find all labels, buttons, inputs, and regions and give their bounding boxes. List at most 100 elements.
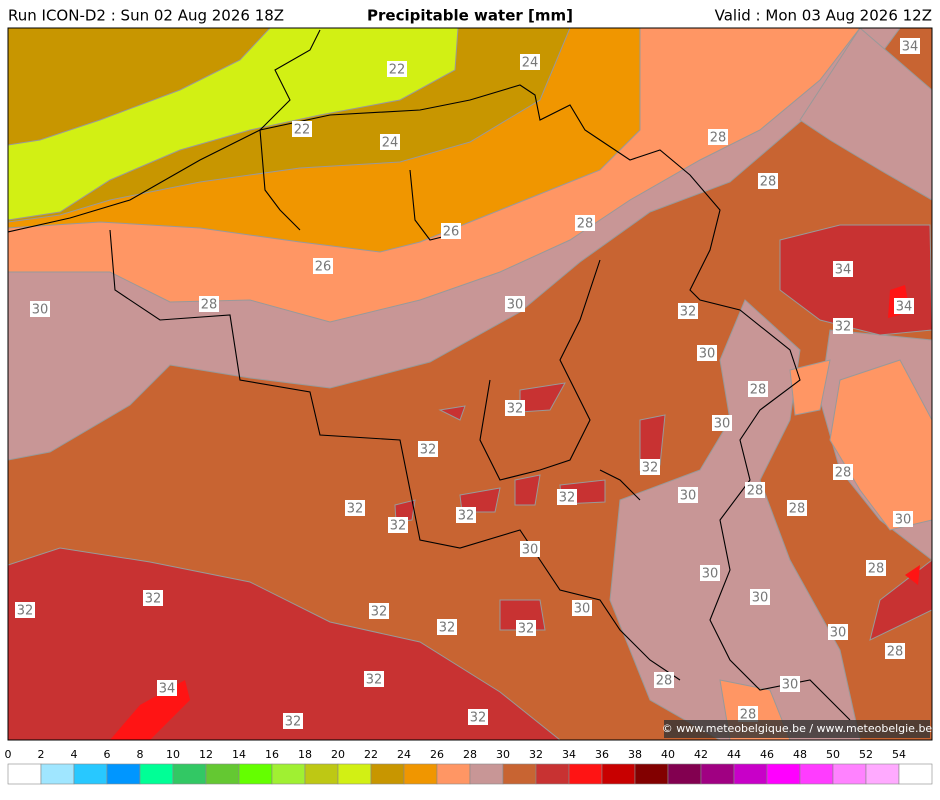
colorbar-tick-label: 14: [232, 748, 246, 761]
contour-label: 32: [285, 715, 302, 730]
contour-label-box: [787, 500, 807, 516]
contour-label-box: [745, 482, 765, 498]
colorbar-box: [700, 763, 735, 785]
colorbar-tick-label: 22: [364, 748, 378, 761]
contour-label: 30: [699, 347, 716, 362]
colorbar-tick-label: 26: [430, 748, 444, 761]
colorbar-tick-label: 54: [892, 748, 906, 761]
contour-label: 34: [896, 300, 913, 315]
colorbar-tick-label: 10: [166, 748, 180, 761]
contour-label: 24: [522, 56, 539, 71]
contour-label: 32: [642, 461, 659, 476]
contour-label-box: [678, 303, 698, 319]
colorbar-tick-label: 2: [38, 748, 45, 761]
contour-label-box: [866, 560, 886, 576]
contour-label-box: [893, 511, 913, 527]
contour-label: 28: [747, 484, 764, 499]
colorbar-tick-label: 40: [661, 748, 675, 761]
contour-label-box: [900, 38, 920, 54]
colorbar-box: [469, 763, 504, 785]
colorbar-box: [733, 763, 768, 785]
colorbar-box: [403, 763, 438, 785]
contour-label: 28: [710, 131, 727, 146]
contour-label: 22: [294, 123, 311, 138]
contour-label: 26: [443, 225, 460, 240]
map-frame: [7, 27, 933, 741]
contour-label-box: [678, 487, 698, 503]
contour-label-box: [380, 134, 400, 150]
contour-label: 28: [740, 708, 757, 723]
contour-label-box: [828, 624, 848, 640]
contour-label-box: [833, 464, 853, 480]
contour-label-box: [833, 318, 853, 334]
colorbar-box: [106, 763, 141, 785]
contour-label-box: [748, 381, 768, 397]
contour-label-box: [364, 671, 384, 687]
contour-label: 28: [201, 298, 218, 313]
contour-label: 28: [656, 674, 673, 689]
map-title: Precipitable water [mm]: [367, 7, 573, 25]
colorbar-box: [535, 763, 570, 785]
contour-label-box: [199, 296, 219, 312]
contour-label-box: [520, 541, 540, 557]
colorbar: 0 2 4 6 8 10 12 14 16 18 20 22 24 26 28 30 32 34 36 38 40 42 4…: [5, 748, 933, 785]
contour-label: 32: [559, 491, 576, 506]
contour-label: 32: [366, 673, 383, 688]
colorbar-tick-label: 52: [859, 748, 873, 761]
colorbar-tick-label: 12: [199, 748, 213, 761]
colorbar-box: [304, 763, 339, 785]
contour-label: 28: [789, 502, 806, 517]
contour-label: 32: [507, 402, 524, 417]
colorbar-tick-label: 32: [529, 748, 543, 761]
colorbar-tick-label: 42: [694, 748, 708, 761]
colorbar-box: [40, 763, 75, 785]
colorbar-box: [601, 763, 636, 785]
contour-label: 30: [680, 489, 697, 504]
contour-label-box: [418, 441, 438, 457]
colorbar-tick-label: 0: [5, 748, 12, 761]
colorbar-box: [271, 763, 306, 785]
colorbar-box: [766, 763, 801, 785]
colorbar-box: [799, 763, 834, 785]
contour-label: 24: [382, 136, 399, 151]
colorbar-box: [337, 763, 372, 785]
contour-label: 30: [830, 626, 847, 641]
colorbar-box: [205, 763, 240, 785]
contour-label-box: [516, 620, 536, 636]
contour-label-box: [894, 298, 914, 314]
contour-label-box: [712, 415, 732, 431]
contour-label: 22: [389, 63, 406, 78]
colorbar-tick-label: 38: [628, 748, 642, 761]
contour-label-box: [700, 565, 720, 581]
contour-label: 30: [714, 417, 731, 432]
contour-label-box: [388, 517, 408, 533]
contour-label-box: [437, 619, 457, 635]
colorbar-tick-label: 8: [137, 748, 144, 761]
valid-label: Valid : Mon 03 Aug 2026 12Z: [715, 7, 932, 25]
colorbar-box: [568, 763, 603, 785]
colorbar-tick-label: 16: [265, 748, 279, 761]
contour-label-box: [738, 706, 758, 722]
contour-label-box: [654, 672, 674, 688]
contour-label: 28: [750, 383, 767, 398]
colorbar-tick-label: 24: [397, 748, 411, 761]
contour-label: 32: [518, 622, 535, 637]
contour-label-box: [708, 129, 728, 145]
contour-label: 28: [760, 175, 777, 190]
contour-label-box: [780, 676, 800, 692]
colorbar-box: [370, 763, 405, 785]
contour-label: 28: [887, 645, 904, 660]
colorbar-tick-label: 4: [71, 748, 78, 761]
contour-label-box: [833, 261, 853, 277]
contour-label: 30: [522, 543, 539, 558]
contour-label: 30: [895, 513, 912, 528]
colorbar-tick-label: 28: [463, 748, 477, 761]
contour-label: 32: [420, 443, 437, 458]
contour-label: 28: [835, 466, 852, 481]
colorbar-tick-label: 34: [562, 748, 576, 761]
contour-label: 32: [17, 604, 34, 619]
colorbar-tick-label: 46: [760, 748, 774, 761]
contour-label: 30: [782, 678, 799, 693]
contour-label: 34: [902, 40, 919, 55]
